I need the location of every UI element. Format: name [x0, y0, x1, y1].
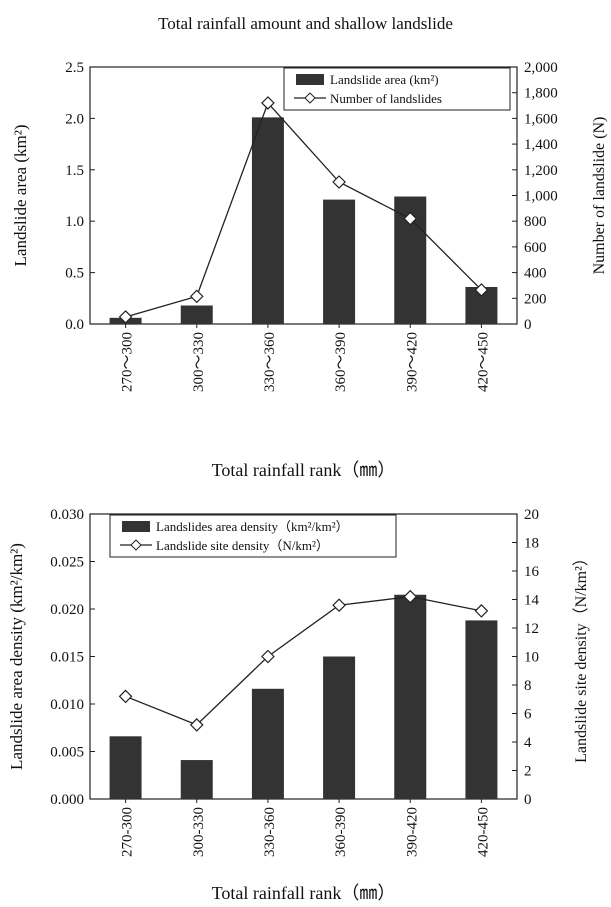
chart1-x-axis-title: Total rainfall rank（㎜） — [212, 460, 396, 480]
chart1-y-tick-label: 2.5 — [65, 60, 84, 76]
chart2-y-tick-label: 0.020 — [50, 602, 84, 618]
chart2-y-tick-label: 0.025 — [50, 555, 84, 571]
chart1-y2-tick-label: 2,000 — [524, 60, 558, 76]
chart2-legend-box — [109, 514, 397, 558]
chart1-y2-tick-label: 1,800 — [524, 86, 558, 102]
chart2-line-point — [118, 689, 133, 704]
chart2-y2-axis-title: Landslide site density（N/km²） — [572, 550, 590, 763]
chart2-y2-tick-label: 2 — [524, 764, 532, 780]
chart1-line-point — [261, 96, 275, 110]
chart2-y2-tick-label: 18 — [524, 536, 539, 552]
chart2-y-tick-label: 0.005 — [50, 745, 84, 761]
chart2-y2-tick-label: 16 — [524, 564, 540, 580]
chart1-x-tick-label: 390～420 — [404, 332, 420, 392]
chart2-x-tick-label: 390-420 — [404, 807, 420, 857]
chart2-y2-tick-label: 0 — [524, 792, 532, 808]
chart1-y-tick-label: 1.0 — [65, 214, 84, 230]
page-title: Total rainfall amount and shallow landsl… — [158, 14, 453, 33]
chart2-y-tick-label: 0.000 — [50, 792, 84, 808]
chart1-y2-axis-title: Number of landslide (N) — [591, 117, 608, 275]
chart2-x-tick-label: 300-330 — [191, 807, 207, 857]
chart1-legend-bar-swatch — [296, 74, 324, 85]
chart1-legend-bar-label: Landslide area (km²) — [330, 72, 439, 87]
chart1-line-point — [189, 289, 204, 304]
chart1-line-point — [474, 283, 489, 297]
chart1-x-tick-label: 360～390 — [333, 332, 349, 392]
chart2-y2-tick-label: 10 — [524, 650, 539, 666]
chart2-line-point — [474, 604, 489, 618]
chart2-bar — [323, 656, 356, 799]
chart2-bar — [465, 620, 498, 799]
chart2-x-axis-title: Total rainfall rank（㎜） — [212, 883, 396, 903]
chart2-y-tick-label: 0.030 — [50, 507, 84, 523]
chart2-series-line — [125, 595, 482, 726]
chart1-y2-tick-label: 0 — [524, 317, 532, 333]
chart1-x-tick-label: 300～330 — [191, 332, 207, 392]
chart1-line-point — [403, 211, 418, 226]
chart2-line-point — [403, 589, 418, 604]
chart1-legend-line-label: Number of landslides — [330, 91, 442, 106]
chart2-y2-tick-label: 14 — [524, 593, 540, 609]
chart-rainfall-landslide-area: 0.0 0.5 1.0 1.5 2.0 2.5 0 200 400 600 800 1,000 1,20… — [11, 60, 608, 480]
chart1-y2-tick-label: 200 — [524, 291, 547, 307]
chart2-y2-tick-label: 6 — [524, 707, 532, 723]
chart1-y2-tick-label: 400 — [524, 266, 547, 282]
chart1-bar — [251, 117, 284, 324]
chart1-y-tick-label: 0.5 — [65, 266, 84, 282]
chart1-x-tick-label: 420～450 — [475, 332, 491, 392]
chart1-y-axis-title: Landslide area (km²) — [11, 125, 30, 267]
chart1-y-tick-label: 1.5 — [65, 163, 84, 179]
chart1-y2-tick-label: 1,600 — [524, 111, 558, 127]
chart2-line-point — [261, 649, 275, 664]
chart2-x-tick-label: 360-390 — [333, 807, 349, 857]
chart2-bar — [109, 736, 142, 799]
chart1-y2-tick-label: 1,000 — [524, 189, 558, 205]
chart2-bar — [251, 688, 284, 799]
chart1-x-tick-label: 270～300 — [120, 332, 136, 392]
chart2-y2-tick-label: 20 — [524, 507, 539, 523]
chart2-line-point — [332, 598, 346, 613]
chart2-bar — [180, 760, 213, 799]
chart2-x-tick-label: 330-360 — [262, 807, 278, 857]
chart1-y2-tick-label: 800 — [524, 214, 547, 230]
chart1-y2-tick-label: 600 — [524, 240, 547, 256]
chart2-legend-line-label: Landslide site density（N/km²） — [156, 538, 329, 553]
chart2-line-point — [189, 718, 204, 732]
chart1-line-point — [332, 175, 346, 189]
chart2-x-tick-label: 420-450 — [475, 807, 491, 857]
chart2-y-axis-title: Landslide area density (km²/km²) — [7, 543, 26, 770]
chart1-y-tick-label: 0.0 — [65, 317, 84, 333]
chart2-y2-tick-label: 4 — [524, 735, 532, 751]
chart1-line-point — [118, 310, 133, 324]
chart1-y2-tick-label: 1,400 — [524, 137, 558, 153]
chart1-x-tick-label: 330～360 — [262, 332, 278, 392]
chart1-legend-line-marker — [304, 92, 316, 104]
chart2-x-tick-label: 270-300 — [120, 807, 136, 857]
chart2-legend-line-marker — [130, 539, 142, 551]
chart2-legend-bar-label: Landslides area density（km²/km²） — [156, 519, 349, 534]
chart-rainfall-landslide-density: 0.000 0.005 0.010 0.015 0.020 0.025 0.030 0 2 4 6 8… — [7, 507, 590, 903]
chart2-y2-tick-label: 12 — [524, 621, 539, 637]
chart2-y2-tick-label: 8 — [524, 678, 532, 694]
chart1-y2-tick-label: 1,200 — [524, 163, 558, 179]
chart2-y-tick-label: 0.010 — [50, 697, 84, 713]
chart2-bar — [394, 594, 427, 799]
chart1-y-tick-label: 2.0 — [65, 111, 84, 127]
chart1-bar — [180, 305, 213, 324]
chart2-y-tick-label: 0.015 — [50, 650, 84, 666]
chart2-legend-bar-swatch — [122, 521, 150, 532]
chart1-series-line — [125, 101, 482, 318]
chart1-bar — [323, 199, 356, 324]
